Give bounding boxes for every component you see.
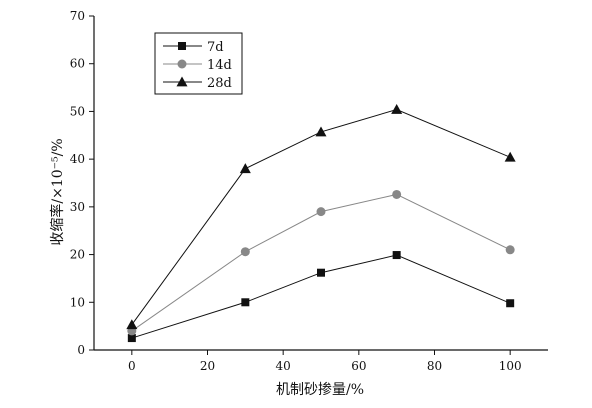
series-28d (126, 104, 516, 330)
legend-label: 14d (207, 58, 232, 73)
legend-marker (178, 42, 186, 50)
series-7d (127, 251, 515, 343)
x-tick-label: 80 (427, 359, 442, 373)
data-point (506, 299, 515, 308)
series-layer (126, 104, 516, 343)
data-point (241, 298, 250, 307)
x-tick-label: 40 (276, 359, 291, 373)
x-axis: 0 20 40 60 80 100 (128, 350, 522, 373)
data-point (391, 104, 403, 114)
data-point (392, 189, 402, 199)
x-tick-label: 60 (351, 359, 366, 373)
y-tick-label: 50 (70, 104, 85, 118)
y-tick-label: 70 (70, 9, 85, 23)
data-point (127, 334, 136, 343)
series-line (131, 254, 511, 339)
series-14d (127, 189, 515, 336)
legend-item-14d: 14d (163, 58, 232, 73)
legend-item-7d: 7d (163, 40, 224, 55)
data-point (239, 163, 251, 174)
x-tick-label: 100 (499, 359, 522, 373)
y-tick-label: 20 (70, 248, 85, 262)
data-point (504, 151, 516, 162)
y-tick-label: 30 (70, 200, 85, 214)
y-tick-label: 40 (70, 152, 85, 166)
x-axis-title: 机制砂掺量/% (276, 381, 364, 398)
x-tick-label: 20 (200, 359, 215, 373)
data-point (316, 207, 326, 217)
y-tick-label: 0 (77, 343, 85, 357)
y-axis-title: 收缩率/×10⁻⁵/% (49, 138, 66, 245)
legend: 7d 14d 28d (154, 32, 243, 95)
data-point (315, 126, 327, 137)
data-point (392, 251, 401, 260)
legend-marker (176, 76, 188, 87)
data-point (240, 247, 250, 257)
data-point (317, 268, 325, 277)
y-axis: 0 10 20 30 40 50 60 70 (70, 9, 94, 357)
legend-label: 28d (207, 76, 232, 91)
legend-marker (177, 59, 187, 69)
series-line (131, 108, 511, 326)
y-tick-label: 10 (70, 295, 85, 309)
x-tick-label: 0 (128, 359, 136, 373)
plot-frame (93, 16, 548, 351)
y-tick-label: 60 (70, 57, 85, 71)
legend-item-28d: 28d (163, 76, 232, 91)
legend-label: 7d (207, 40, 224, 55)
data-point (505, 245, 515, 255)
data-point (126, 319, 138, 330)
